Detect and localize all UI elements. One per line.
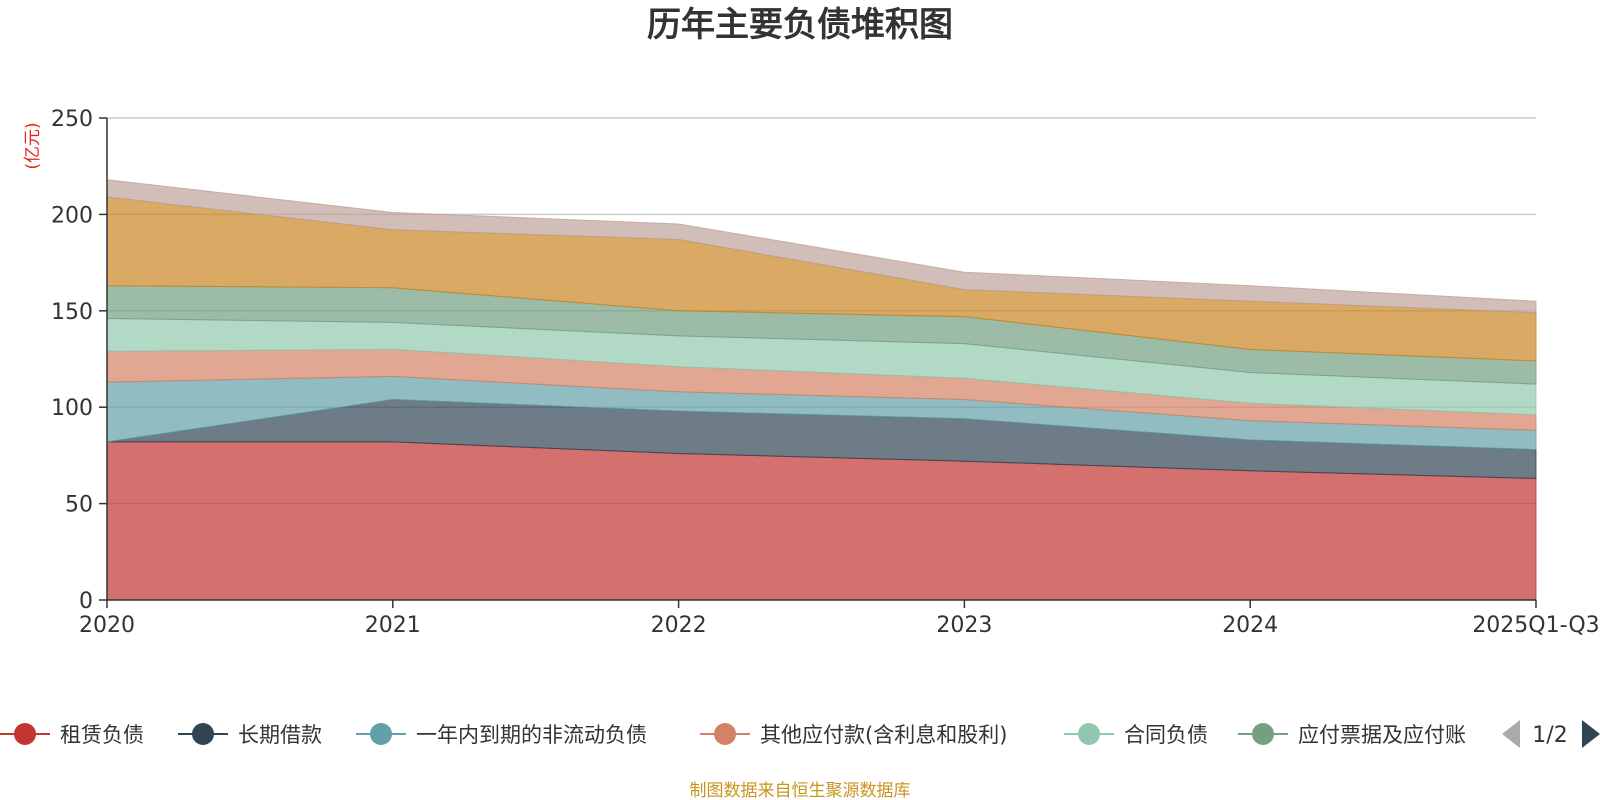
axes bbox=[106, 118, 1536, 601]
legend-prev-arrow-icon[interactable] bbox=[1502, 720, 1520, 748]
legend-marker-icon bbox=[370, 723, 392, 745]
y-tick-label: 100 bbox=[51, 396, 93, 421]
legend-item[interactable]: 其他应付款(含利息和股利) bbox=[700, 723, 1007, 747]
y-tick-label: 150 bbox=[51, 300, 93, 325]
legend-next-arrow-icon[interactable] bbox=[1582, 720, 1600, 748]
x-tick-label: 2023 bbox=[936, 613, 992, 638]
y-tick-label: 0 bbox=[79, 589, 93, 614]
y-unit-label: (亿元) bbox=[23, 122, 43, 169]
legend-marker-icon bbox=[14, 723, 36, 745]
legend-marker-icon bbox=[1078, 723, 1100, 745]
y-ticks: 0 50 100 150 200 250 bbox=[51, 107, 107, 614]
chart-title: 历年主要负债堆积图 bbox=[647, 5, 953, 45]
area-layers bbox=[106, 179, 1537, 601]
legend-label: 长期借款 bbox=[238, 723, 322, 747]
legend-label: 其他应付款(含利息和股利) bbox=[760, 723, 1007, 747]
y-tick-label: 50 bbox=[65, 493, 93, 518]
legend-item[interactable]: 租赁负债 bbox=[0, 723, 144, 747]
legend-label: 一年内到期的非流动负债 bbox=[416, 723, 647, 747]
y-tick-label: 250 bbox=[51, 107, 93, 132]
data-source-note: 制图数据来自恒生聚源数据库 bbox=[690, 781, 911, 800]
legend-label: 租赁负债 bbox=[60, 723, 144, 747]
x-tick-label: 2020 bbox=[79, 613, 135, 638]
legend-pager: 1/2 bbox=[1502, 720, 1600, 748]
legend-item[interactable]: 应付票据及应付账 bbox=[1238, 723, 1466, 747]
legend-page-indicator: 1/2 bbox=[1532, 723, 1567, 748]
legend-label: 应付票据及应付账 bbox=[1298, 723, 1466, 747]
area-series-8 bbox=[106, 179, 1537, 314]
x-tick-label: 2021 bbox=[365, 613, 421, 638]
legend-marker-icon bbox=[1252, 723, 1274, 745]
legend-item[interactable]: 一年内到期的非流动负债 bbox=[356, 723, 647, 747]
x-tick-label: 2024 bbox=[1222, 613, 1278, 638]
x-tick-label: 2025Q1-Q3 bbox=[1472, 613, 1599, 638]
legend-marker-icon bbox=[714, 723, 736, 745]
y-tick-label: 200 bbox=[51, 203, 93, 228]
legend-label: 合同负债 bbox=[1124, 723, 1208, 747]
legend-item[interactable]: 合同负债 bbox=[1064, 723, 1208, 747]
legend: 租赁负债 长期借款 一年内到期的非流动负债 其他应付款(含利息和股利) 合同负债 应付票据… bbox=[0, 723, 1466, 747]
x-ticks: 2020 2021 2022 2023 2024 2025Q1-Q3 bbox=[79, 600, 1600, 638]
legend-marker-icon bbox=[192, 723, 214, 745]
legend-item[interactable]: 长期借款 bbox=[178, 723, 322, 747]
x-tick-label: 2022 bbox=[651, 613, 707, 638]
